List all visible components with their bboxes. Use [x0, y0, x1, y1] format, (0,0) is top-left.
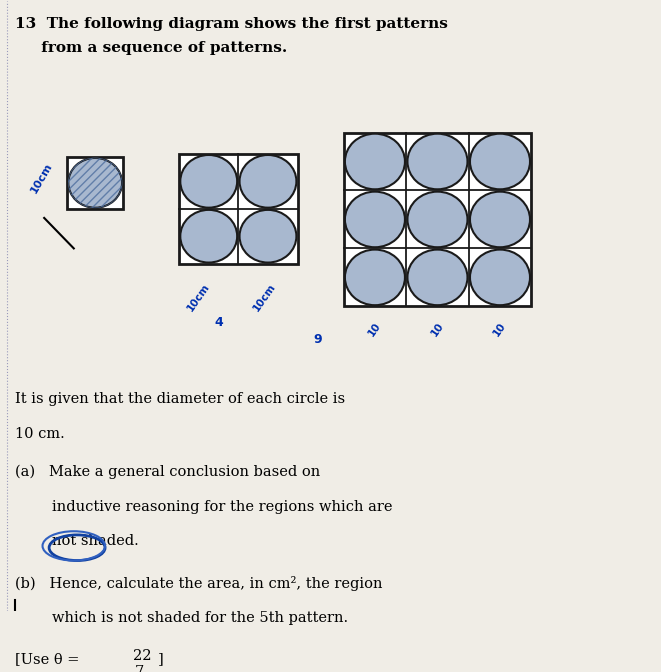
Circle shape — [470, 249, 530, 305]
Circle shape — [239, 210, 296, 263]
Text: 13  The following diagram shows the first patterns: 13 The following diagram shows the first… — [15, 17, 447, 31]
Text: 9: 9 — [313, 333, 322, 345]
Circle shape — [407, 134, 467, 190]
Circle shape — [407, 192, 467, 247]
Text: 10: 10 — [429, 321, 446, 338]
Bar — [67, 157, 123, 209]
Circle shape — [345, 192, 405, 247]
Text: [Use θ =: [Use θ = — [15, 653, 79, 667]
Text: (b)   Hence, calculate the area, in cm², the region: (b) Hence, calculate the area, in cm², t… — [15, 576, 382, 591]
Circle shape — [345, 134, 405, 190]
Text: 10cm: 10cm — [252, 282, 278, 314]
Text: from a sequence of patterns.: from a sequence of patterns. — [15, 41, 287, 55]
Text: not shaded.: not shaded. — [15, 534, 138, 548]
Text: 22: 22 — [133, 649, 151, 663]
Text: 10cm: 10cm — [186, 282, 212, 314]
Circle shape — [68, 158, 122, 208]
Text: It is given that the diameter of each circle is: It is given that the diameter of each ci… — [15, 392, 344, 406]
Text: 10cm: 10cm — [28, 161, 54, 195]
Circle shape — [180, 155, 237, 208]
Bar — [344, 132, 531, 306]
Text: 4: 4 — [214, 316, 223, 329]
Circle shape — [239, 155, 296, 208]
Text: 10: 10 — [367, 321, 383, 338]
Text: (a)   Make a general conclusion based on: (a) Make a general conclusion based on — [15, 465, 320, 479]
Text: ]: ] — [157, 653, 163, 667]
Text: 10 cm.: 10 cm. — [15, 427, 64, 441]
Circle shape — [470, 134, 530, 190]
Bar — [179, 154, 297, 263]
Text: 7: 7 — [134, 665, 143, 672]
Circle shape — [407, 249, 467, 305]
Circle shape — [470, 192, 530, 247]
Circle shape — [345, 249, 405, 305]
Text: inductive reasoning for the regions which are: inductive reasoning for the regions whic… — [15, 499, 392, 513]
Circle shape — [180, 210, 237, 263]
Text: which is not shaded for the 5th pattern.: which is not shaded for the 5th pattern. — [15, 611, 348, 625]
Text: 10: 10 — [492, 321, 508, 338]
